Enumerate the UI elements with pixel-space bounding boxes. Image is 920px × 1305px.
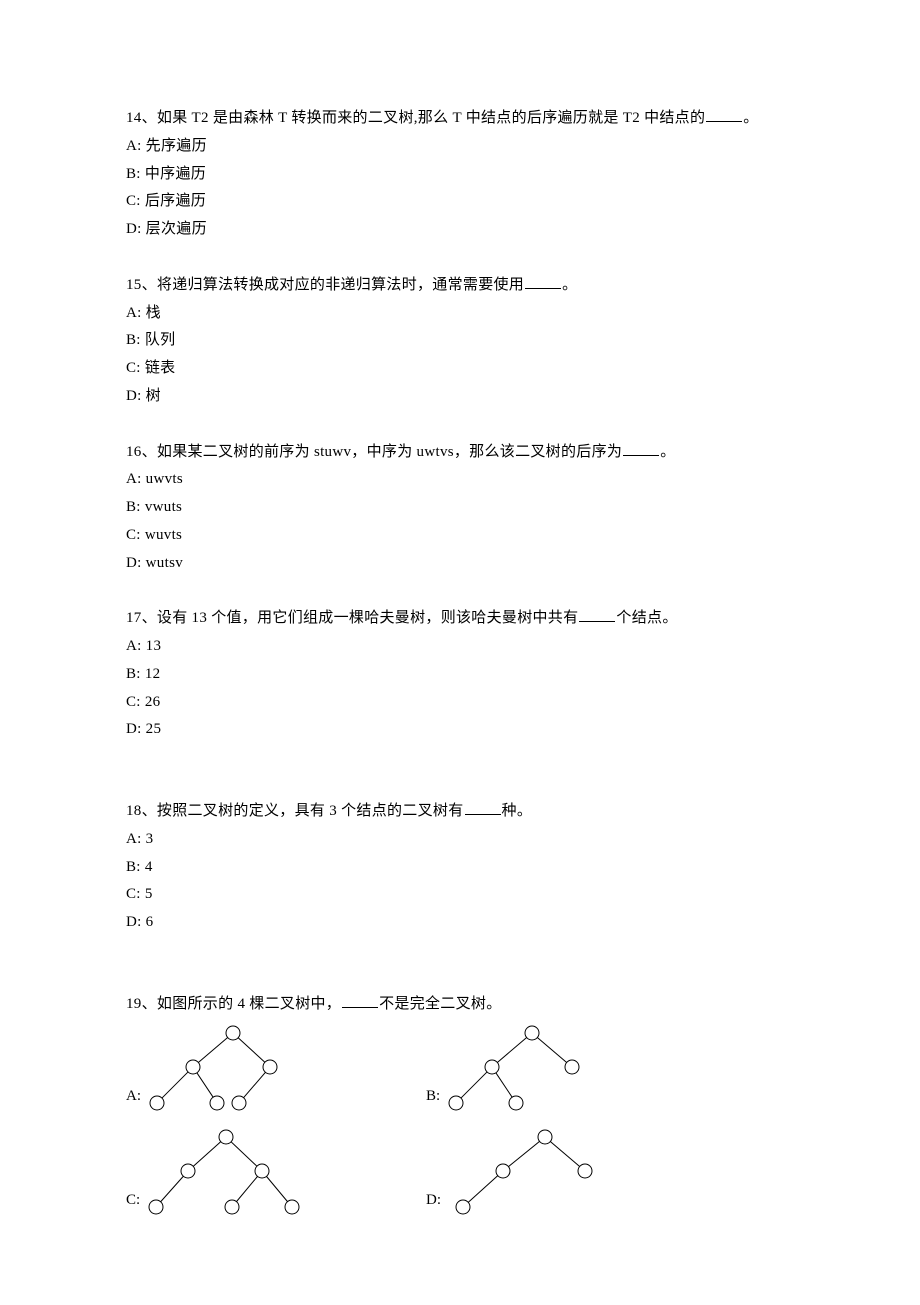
tree-b-diagram — [444, 1021, 614, 1113]
tree-c-diagram — [144, 1125, 314, 1217]
q19-label-d: D: — [426, 1187, 441, 1217]
tree-d-diagram — [445, 1125, 615, 1217]
q15-option-b: B: 队列 — [126, 327, 790, 355]
q16-option-c: C: wuvts — [126, 522, 790, 550]
question-18: 18、按照二叉树的定义，具有 3 个结点的二叉树有 种。 A: 3 B: 4 C:… — [126, 798, 790, 937]
q19-label-a: A: — [126, 1083, 141, 1113]
q19-post: 不是完全二叉树。 — [379, 996, 501, 1012]
q16-option-b: B: vwuts — [126, 494, 790, 522]
blank — [579, 606, 615, 622]
question-15: 15、将递归算法转换成对应的非递归算法时，通常需要使用。 A: 栈 B: 队列 … — [126, 272, 790, 411]
q17-option-a: A: 13 — [126, 633, 790, 661]
page-content: 14、如果 T2 是由森林 T 转换而来的二叉树,那么 T 中结点的后序遍历就是… — [0, 0, 920, 1305]
q17-option-c: C: 26 — [126, 689, 790, 717]
q15-post: 。 — [562, 277, 577, 293]
q14-option-b: B: 中序遍历 — [126, 161, 790, 189]
q19-label-b: B: — [426, 1083, 440, 1113]
q17-option-b: B: 12 — [126, 661, 790, 689]
q19-option-c: C: — [126, 1125, 426, 1217]
blank — [706, 106, 742, 122]
q17-post: 个结点。 — [616, 610, 677, 626]
q16-post: 。 — [660, 444, 675, 460]
blank — [525, 273, 561, 289]
q16-option-d: D: wutsv — [126, 550, 790, 578]
q14-option-d: D: 层次遍历 — [126, 216, 790, 244]
q16-number: 16、 — [126, 444, 157, 460]
blank — [623, 440, 659, 456]
blank — [342, 992, 378, 1008]
q18-option-d: D: 6 — [126, 909, 790, 937]
q15-number: 15、 — [126, 277, 157, 293]
question-17-text: 17、设有 13 个值，用它们组成一棵哈夫曼树，则该哈夫曼树中共有 个结点。 — [126, 605, 790, 633]
q18-option-b: B: 4 — [126, 854, 790, 882]
q19-row-2: C: D: — [126, 1125, 790, 1217]
q18-option-a: A: 3 — [126, 826, 790, 854]
q16-option-a: A: uwvts — [126, 466, 790, 494]
q14-pre: 如果 T2 是由森林 T 转换而来的二叉树,那么 T 中结点的后序遍历就是 T2… — [157, 110, 705, 126]
q19-label-c: C: — [126, 1187, 140, 1217]
q19-option-a: A: — [126, 1021, 426, 1113]
q15-option-a: A: 栈 — [126, 300, 790, 328]
q17-number: 17、 — [126, 610, 157, 626]
question-19-text: 19、如图所示的 4 棵二叉树中， 不是完全二叉树。 — [126, 991, 790, 1019]
q19-number: 19、 — [126, 996, 157, 1012]
q17-option-d: D: 25 — [126, 716, 790, 744]
question-16: 16、如果某二叉树的前序为 stuwv，中序为 uwtvs，那么该二叉树的后序为… — [126, 439, 790, 578]
q19-row-1: A: B: — [126, 1021, 790, 1113]
blank — [465, 799, 501, 815]
q15-option-d: D: 树 — [126, 383, 790, 411]
q18-pre: 按照二叉树的定义，具有 3 个结点的二叉树有 — [157, 803, 464, 819]
q19-pre: 如图所示的 4 棵二叉树中， — [157, 996, 341, 1012]
q17-pre: 设有 13 个值，用它们组成一棵哈夫曼树，则该哈夫曼树中共有 — [157, 610, 579, 626]
question-17: 17、设有 13 个值，用它们组成一棵哈夫曼树，则该哈夫曼树中共有 个结点。 A:… — [126, 605, 790, 744]
question-14: 14、如果 T2 是由森林 T 转换而来的二叉树,那么 T 中结点的后序遍历就是… — [126, 105, 790, 244]
question-16-text: 16、如果某二叉树的前序为 stuwv，中序为 uwtvs，那么该二叉树的后序为… — [126, 439, 790, 467]
q19-option-b: B: — [426, 1021, 614, 1113]
q18-post: 种。 — [502, 803, 533, 819]
question-15-text: 15、将递归算法转换成对应的非递归算法时，通常需要使用 。 — [126, 272, 790, 300]
q19-option-d: D: — [426, 1125, 615, 1217]
q14-option-c: C: 后序遍历 — [126, 188, 790, 216]
tree-a-diagram — [145, 1021, 315, 1113]
q16-pre: 如果某二叉树的前序为 stuwv，中序为 uwtvs，那么该二叉树的后序为 — [157, 444, 622, 460]
q14-option-a: A: 先序遍历 — [126, 133, 790, 161]
question-19: 19、如图所示的 4 棵二叉树中， 不是完全二叉树。 A: B: C: D: — [126, 991, 790, 1217]
q14-post: 。 — [743, 110, 758, 126]
question-18-text: 18、按照二叉树的定义，具有 3 个结点的二叉树有 种。 — [126, 798, 790, 826]
q15-pre: 将递归算法转换成对应的非递归算法时，通常需要使用 — [157, 277, 524, 293]
q14-number: 14、 — [126, 110, 157, 126]
question-14-text: 14、如果 T2 是由森林 T 转换而来的二叉树,那么 T 中结点的后序遍历就是… — [126, 105, 790, 133]
q18-option-c: C: 5 — [126, 881, 790, 909]
q15-option-c: C: 链表 — [126, 355, 790, 383]
q18-number: 18、 — [126, 803, 157, 819]
